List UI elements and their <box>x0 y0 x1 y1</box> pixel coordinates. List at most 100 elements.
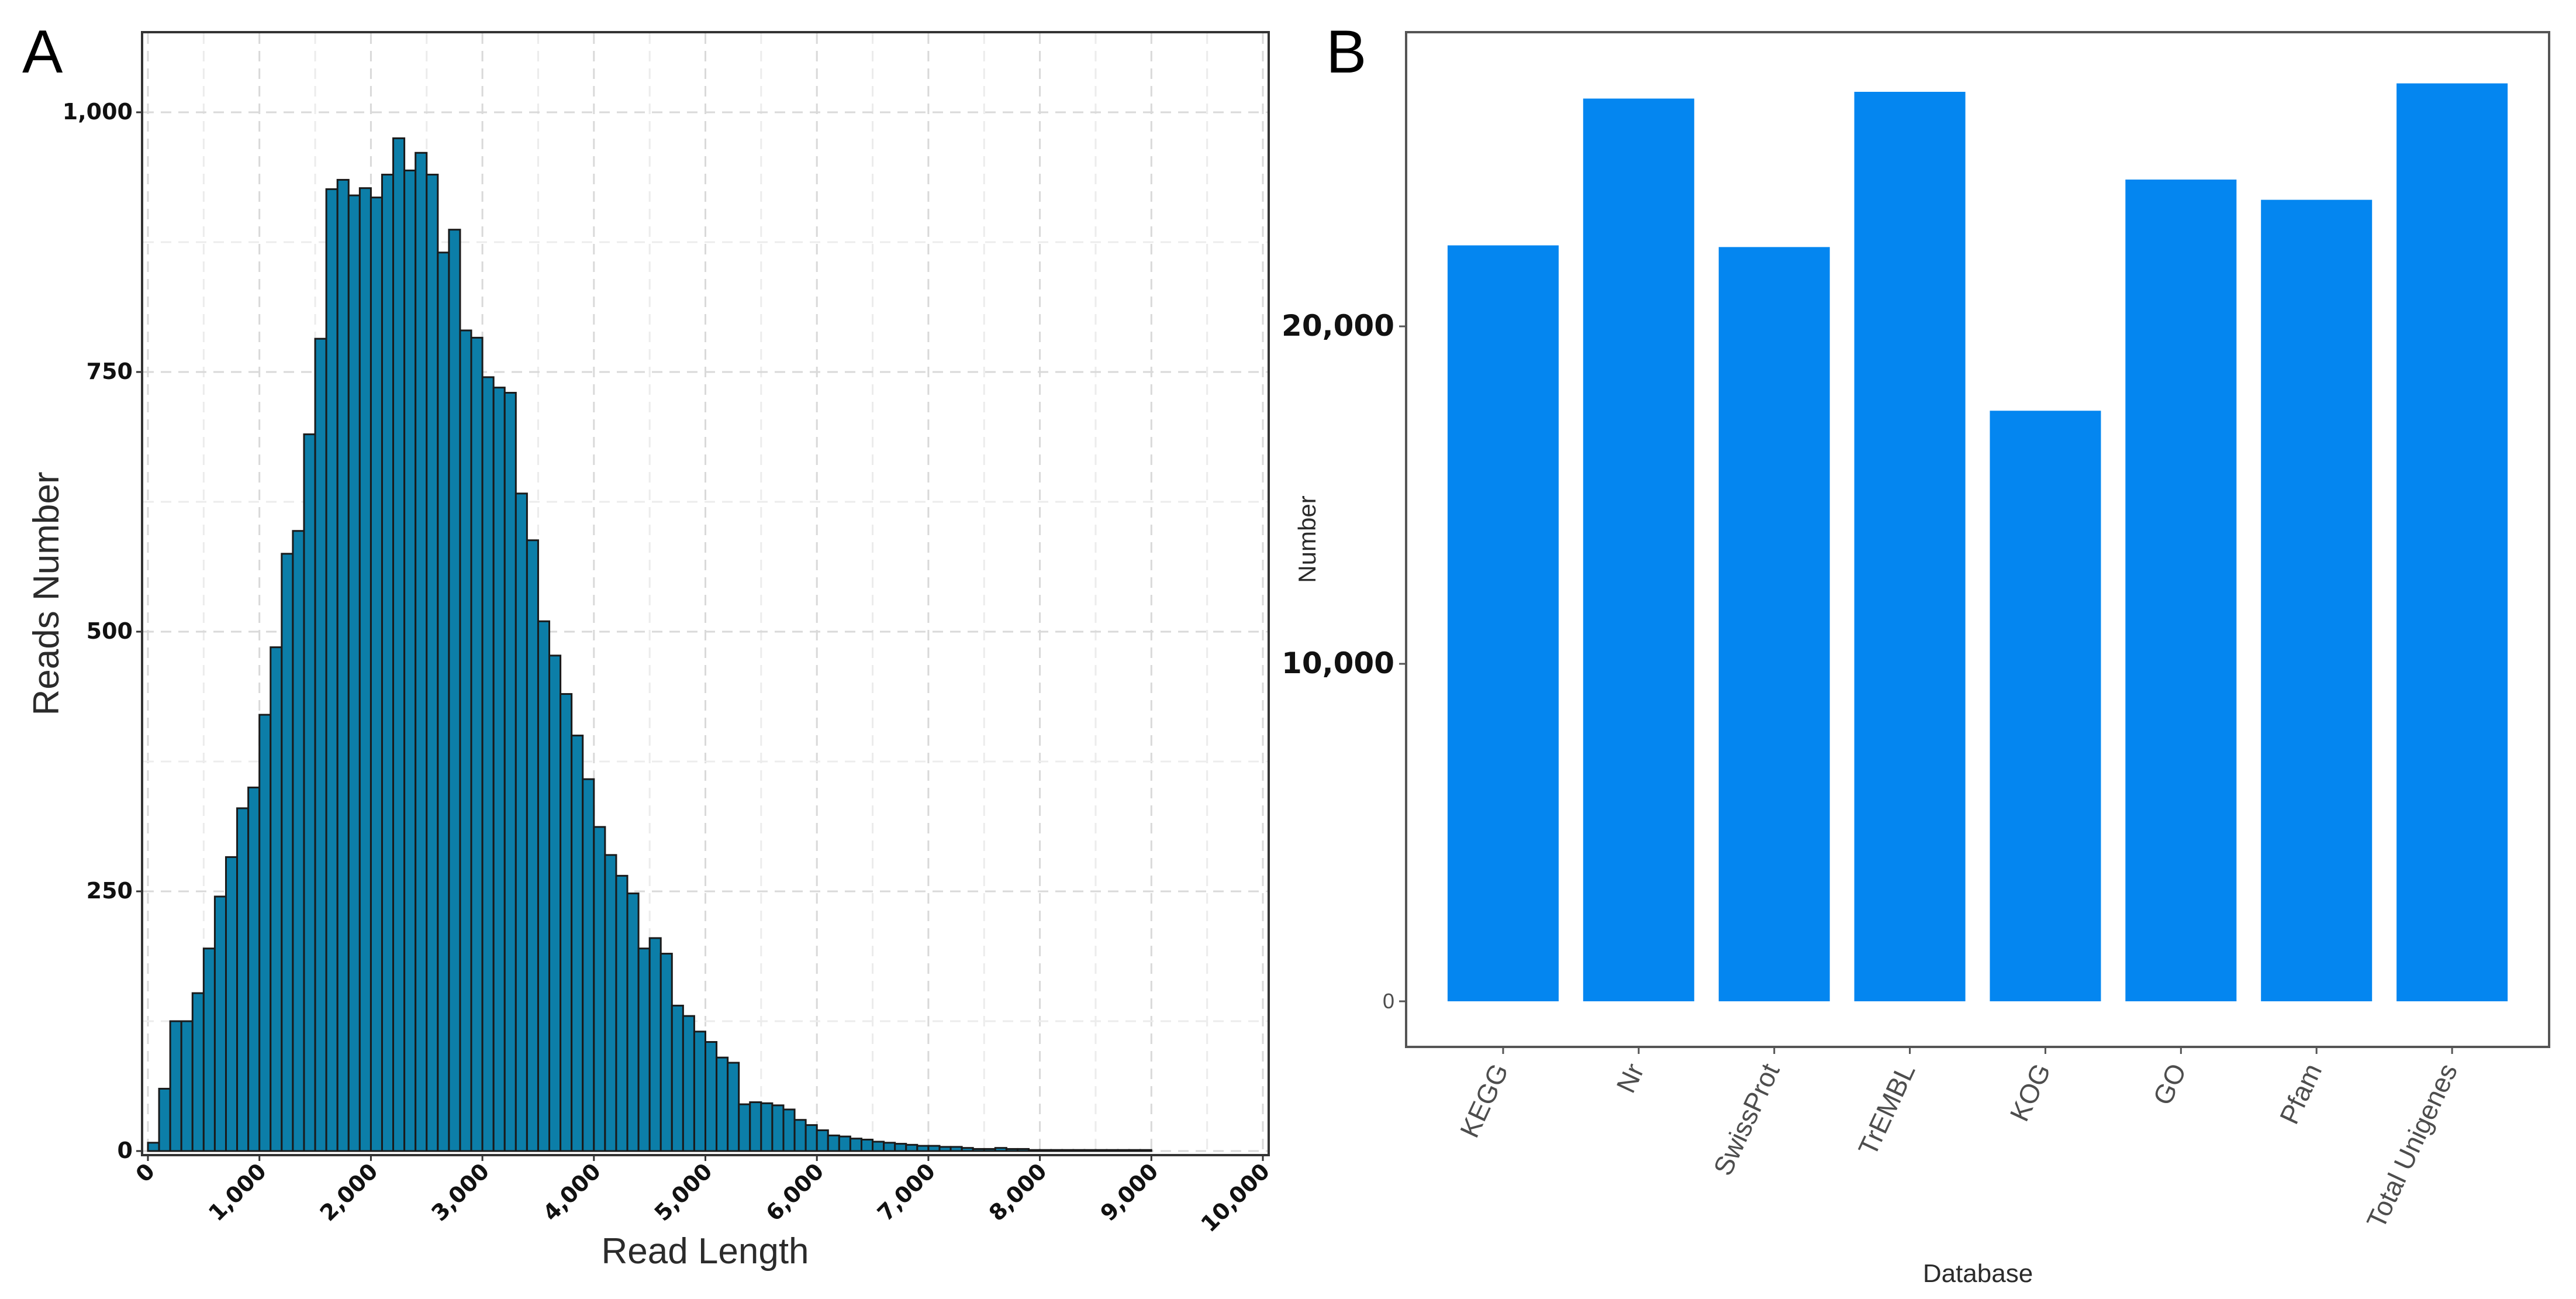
histogram-bar <box>1139 1149 1152 1152</box>
histogram-bar <box>213 895 227 1152</box>
y-tick-label: 1,000 <box>63 99 133 125</box>
bar-pfam <box>2261 199 2373 1001</box>
histogram-bar <box>247 786 261 1152</box>
histogram-bar <box>1072 1149 1086 1152</box>
histogram-bar <box>537 620 551 1152</box>
histogram-bar <box>705 1041 718 1152</box>
histogram-bars <box>147 137 1152 1152</box>
y-tick-label: 20,000 <box>1282 309 1394 343</box>
histogram-bar <box>1094 1149 1108 1152</box>
x-axis-ticks: KEGG Nr SwissProt TrEMBL KOG GO Pfam Total Unig… <box>1454 1047 2463 1233</box>
histogram-bar <box>693 1031 707 1152</box>
histogram-bar <box>292 530 305 1152</box>
y-axis-ticks: 0 10,000 20,000 <box>1282 309 1406 1013</box>
x-tick-label: Total Unigenes <box>2360 1059 2463 1233</box>
histogram-bar <box>637 947 651 1152</box>
plot-area <box>1405 31 2550 1048</box>
histogram-bar <box>1050 1149 1063 1152</box>
bar-trembl <box>1854 91 1966 1002</box>
histogram-bar <box>1083 1149 1097 1152</box>
histogram-bar <box>347 194 361 1152</box>
y-axis-ticks: 0 250 500 750 1,000 <box>63 99 142 1163</box>
histogram-bar <box>1106 1149 1119 1152</box>
histogram-bar <box>548 654 562 1152</box>
histogram-bar <box>147 1142 160 1152</box>
x-tick-label: Nr <box>1610 1059 1650 1097</box>
histogram-bar <box>927 1145 941 1152</box>
histogram-bar <box>225 856 239 1152</box>
histogram-bar <box>782 1108 796 1152</box>
histogram-bar <box>303 433 316 1152</box>
histogram-bar <box>514 492 528 1152</box>
histogram-bar <box>604 854 617 1152</box>
y-axis-title: Reads Number <box>26 472 67 716</box>
x-tick-label: 10,000 <box>1196 1158 1275 1237</box>
histogram-bar <box>191 992 205 1152</box>
histogram-bar <box>648 937 662 1152</box>
histogram-bar <box>771 1104 785 1152</box>
histogram-bar <box>760 1102 774 1152</box>
histogram-bar <box>659 953 673 1152</box>
histogram-bar <box>883 1142 896 1152</box>
x-tick-label: 6,000 <box>761 1158 828 1226</box>
histogram-bar <box>481 376 495 1152</box>
x-tick-label: 5,000 <box>650 1158 717 1226</box>
histogram-bar <box>838 1135 851 1152</box>
histogram-bar <box>582 778 595 1152</box>
histogram-bar <box>560 693 573 1152</box>
y-tick-label: 10,000 <box>1282 646 1394 680</box>
histogram-bar <box>492 387 506 1152</box>
panel-label-b: B <box>1326 18 1366 86</box>
x-tick-label: 1,000 <box>203 1158 271 1226</box>
histogram-bar <box>615 874 629 1152</box>
database-bars <box>1447 83 2508 1002</box>
histogram-bar <box>860 1138 874 1152</box>
histogram-bar <box>470 336 484 1152</box>
panel-label-a: A <box>22 18 63 86</box>
bar-total-unigenes <box>2397 83 2508 1001</box>
y-tick-label: 250 <box>87 878 133 904</box>
histogram-bar <box>916 1145 930 1152</box>
histogram-bar <box>270 646 283 1152</box>
histogram-bar <box>1128 1149 1141 1152</box>
histogram-bar <box>236 807 250 1152</box>
histogram-bar <box>727 1062 740 1152</box>
y-tick-label: 0 <box>118 1138 133 1163</box>
histogram-bar <box>202 947 216 1152</box>
histogram-bar <box>593 826 606 1152</box>
histogram-bar <box>325 188 339 1152</box>
histogram-bar <box>938 1146 952 1152</box>
x-tick-label: 8,000 <box>984 1158 1052 1226</box>
bar-swissprot <box>1718 247 1830 1001</box>
histogram-bar <box>1028 1149 1041 1152</box>
x-tick-label: KEGG <box>1454 1059 1514 1142</box>
histogram-bar <box>571 735 584 1152</box>
histogram-bar <box>281 553 294 1152</box>
histogram-bar <box>426 174 439 1152</box>
histogram-bar <box>459 329 472 1152</box>
histogram-bar <box>358 187 372 1152</box>
x-tick-label: GO <box>2147 1059 2192 1110</box>
y-tick-label: 750 <box>87 359 133 384</box>
x-tick-label: 0 <box>131 1158 160 1187</box>
histogram-bar <box>503 392 517 1152</box>
histogram-bar <box>437 251 450 1152</box>
x-tick-label: KOG <box>2004 1059 2056 1126</box>
database-bar-chart: 0 10,000 20,000 KEGG Nr SwissProt TrEMBL KOG GO… <box>1282 31 2550 1288</box>
x-axis-ticks: 0 1,000 2,000 3,000 4,000 5,000 6,000 7,000 8,00… <box>131 1155 1275 1237</box>
histogram-bar <box>872 1140 885 1152</box>
histogram-bar <box>849 1138 862 1152</box>
histogram-bar <box>972 1148 985 1152</box>
bar-kog <box>1990 411 2101 1001</box>
histogram-bar <box>258 714 272 1152</box>
y-axis-title: Number <box>1293 495 1321 583</box>
y-tick-label: 0 <box>1383 989 1394 1013</box>
histogram-bar <box>816 1129 829 1152</box>
x-tick-label: 3,000 <box>426 1158 494 1226</box>
x-tick-label: 9,000 <box>1096 1158 1163 1226</box>
histogram-bar <box>827 1134 840 1152</box>
histogram-bar <box>793 1119 807 1152</box>
histogram-bar <box>1005 1148 1018 1152</box>
x-tick-label: TrEMBL <box>1852 1059 1921 1160</box>
histogram-bar <box>392 137 406 1152</box>
